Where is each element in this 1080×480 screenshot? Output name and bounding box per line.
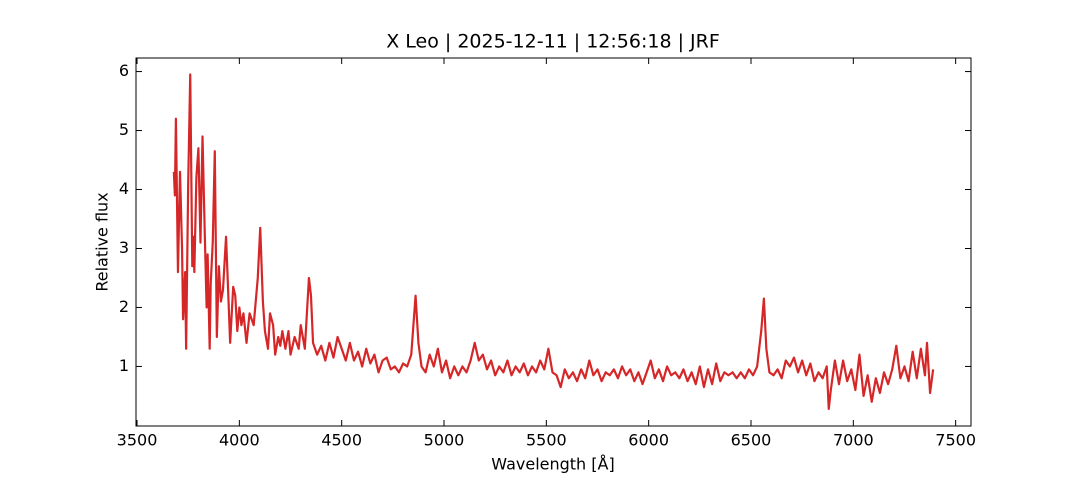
x-tick-label: 7500: [935, 431, 976, 450]
spectrum-line: [172, 73, 935, 410]
x-tick-label: 7000: [833, 431, 874, 450]
y-tick-label: 2: [119, 297, 129, 316]
x-tick-label: 4500: [321, 431, 362, 450]
x-tick-label: 4000: [219, 431, 260, 450]
plot-frame: [135, 57, 972, 427]
x-tick-label: 6000: [628, 431, 669, 450]
y-axis-label: Relative flux: [93, 192, 112, 291]
x-tick-label: 5000: [424, 431, 465, 450]
y-tick-label: 6: [119, 61, 129, 80]
x-tick-label: 6500: [731, 431, 772, 450]
y-tick-label: 5: [119, 120, 129, 139]
chart-title: X Leo | 2025-12-11 | 12:56:18 | JRF: [386, 31, 720, 53]
y-tick-label: 1: [119, 356, 129, 375]
x-axis-label: Wavelength [Å]: [491, 455, 614, 474]
x-tick-label: 5500: [526, 431, 567, 450]
x-tick-label: 3500: [117, 431, 158, 450]
y-tick-label: 3: [119, 238, 129, 257]
y-tick-label: 4: [119, 179, 129, 198]
